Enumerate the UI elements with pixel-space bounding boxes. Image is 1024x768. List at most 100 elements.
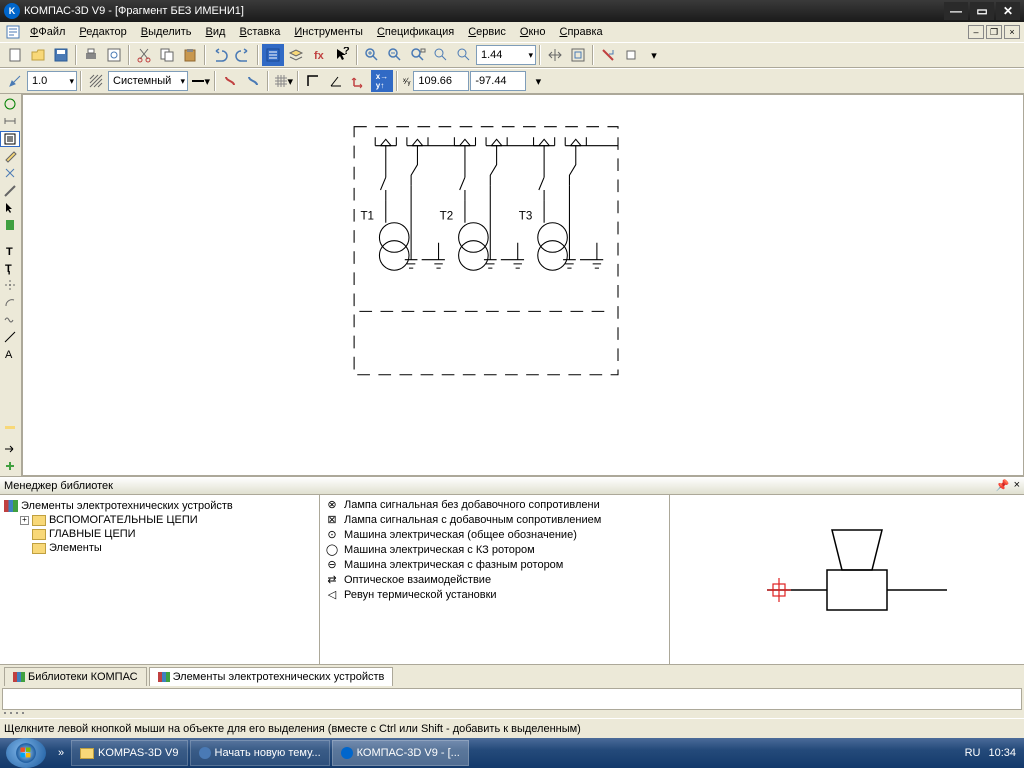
- zoom-combo[interactable]: 1.44: [476, 45, 536, 65]
- help-cursor-button[interactable]: ?: [331, 44, 353, 66]
- drawing-canvas[interactable]: Т1: [22, 94, 1024, 476]
- menu-spec[interactable]: Спецификация: [371, 24, 460, 40]
- list-item[interactable]: ⊗Лампа сигнальная без добавочного сопрот…: [322, 497, 667, 512]
- refresh-button[interactable]: [620, 44, 642, 66]
- menu-help[interactable]: Справка: [553, 24, 608, 40]
- ortho-button[interactable]: [302, 70, 324, 92]
- mdi-close[interactable]: ×: [1004, 25, 1020, 39]
- taskbar-item[interactable]: KOMPAS-3D V9: [71, 740, 188, 766]
- grid-button[interactable]: ▾: [272, 70, 294, 92]
- zoom-prev-button[interactable]: [430, 44, 452, 66]
- save-button[interactable]: [50, 44, 72, 66]
- library-list[interactable]: ⊗Лампа сигнальная без добавочного сопрот…: [320, 495, 670, 664]
- open-button[interactable]: [27, 44, 49, 66]
- redo-button[interactable]: [232, 44, 254, 66]
- yellow-tool[interactable]: [0, 419, 20, 435]
- leader-tool[interactable]: А: [0, 346, 20, 362]
- geometry-tool[interactable]: [0, 96, 20, 112]
- taskbar-item[interactable]: КОМПАС-3D V9 - [...: [332, 740, 469, 766]
- copy-button[interactable]: [156, 44, 178, 66]
- param-tool[interactable]: [0, 165, 20, 181]
- tray-lang[interactable]: RU: [965, 747, 981, 759]
- mdi-restore[interactable]: ❐: [986, 25, 1002, 39]
- tree-item[interactable]: Элементы: [4, 541, 315, 555]
- list-item[interactable]: ◁Ревун термической установки: [322, 587, 667, 602]
- list-item[interactable]: ⇄Оптическое взаимодействие: [322, 572, 667, 587]
- zoom-window-button[interactable]: [407, 44, 429, 66]
- undo-button[interactable]: [209, 44, 231, 66]
- wave-tool[interactable]: [0, 312, 20, 328]
- snap-blue-button[interactable]: [242, 70, 264, 92]
- arrow-tool[interactable]: [0, 441, 20, 457]
- layers-button[interactable]: [285, 44, 307, 66]
- scale-combo[interactable]: 1.0: [27, 71, 77, 91]
- taskbar-item[interactable]: Начать новую тему...: [190, 740, 330, 766]
- minimize-button[interactable]: —: [944, 2, 968, 20]
- axis-tool[interactable]: [0, 277, 20, 293]
- snap-red-button[interactable]: [219, 70, 241, 92]
- edit-tool[interactable]: [0, 148, 20, 164]
- tree-item[interactable]: + ВСПОМОГАТЕЛЬНЫЕ ЦЕПИ: [4, 513, 315, 527]
- tree-root[interactable]: Элементы электротехнических устройств: [4, 499, 315, 513]
- layer-combo[interactable]: Системный: [108, 71, 188, 91]
- arc-tool[interactable]: [0, 294, 20, 310]
- hatch-button[interactable]: [85, 70, 107, 92]
- lib-tab-kompas[interactable]: Библиотеки КОМПАС: [4, 667, 147, 686]
- document-icon[interactable]: [4, 23, 22, 41]
- properties-button[interactable]: [262, 44, 284, 66]
- lib-tab-elements[interactable]: Элементы электротехнических устройств: [149, 667, 394, 686]
- menu-file[interactable]: ФФайл: [24, 24, 71, 40]
- list-item[interactable]: ◯Машина электрическая с КЗ ротором: [322, 542, 667, 557]
- list-item[interactable]: ⊖Машина электрическая с фазным ротором: [322, 557, 667, 572]
- angle-snap-button[interactable]: [325, 70, 347, 92]
- select-tool[interactable]: [0, 200, 20, 216]
- dimension-tool[interactable]: [0, 113, 20, 129]
- libmgr-close[interactable]: ×: [1014, 479, 1020, 492]
- coord-dropdown[interactable]: ▾: [527, 70, 549, 92]
- close-button[interactable]: ✕: [996, 2, 1020, 20]
- coord-mode-button[interactable]: x→y↑: [371, 70, 393, 92]
- measure-tool[interactable]: [0, 183, 20, 199]
- coord-y-input[interactable]: -97.44: [470, 71, 526, 91]
- pan-button[interactable]: [544, 44, 566, 66]
- menu-insert[interactable]: Вставка: [233, 24, 286, 40]
- start-button[interactable]: [6, 738, 46, 768]
- mdi-minimize[interactable]: –: [968, 25, 984, 39]
- paste-button[interactable]: [179, 44, 201, 66]
- list-item[interactable]: ⊙Машина электрическая (общее обозначение…: [322, 527, 667, 542]
- spec-tool[interactable]: [0, 217, 20, 233]
- libmgr-pin[interactable]: 📌: [996, 479, 1010, 492]
- text-tool[interactable]: T: [0, 243, 20, 259]
- fit-button[interactable]: [567, 44, 589, 66]
- menu-edit[interactable]: Редактор: [73, 24, 132, 40]
- zoom-in-button[interactable]: [361, 44, 383, 66]
- style-button[interactable]: [4, 70, 26, 92]
- menu-view[interactable]: Вид: [200, 24, 232, 40]
- new-button[interactable]: [4, 44, 26, 66]
- library-tree[interactable]: Элементы электротехнических устройств + …: [0, 495, 320, 664]
- menu-tools[interactable]: Инструменты: [288, 24, 369, 40]
- zoom-out-button[interactable]: [384, 44, 406, 66]
- local-cs-button[interactable]: [348, 70, 370, 92]
- list-item[interactable]: ⊠Лампа сигнальная с добавочным сопротивл…: [322, 512, 667, 527]
- menu-window[interactable]: Окно: [514, 24, 552, 40]
- maximize-button[interactable]: ▭: [970, 2, 994, 20]
- tree-item[interactable]: ГЛАВНЫЕ ЦЕПИ: [4, 527, 315, 541]
- menu-select[interactable]: Выделить: [135, 24, 198, 40]
- text2-tool[interactable]: Ҭ: [0, 260, 20, 276]
- system-tray[interactable]: RU 10:34: [957, 747, 1024, 759]
- expand-icon[interactable]: +: [20, 516, 29, 525]
- symbol-tool[interactable]: [0, 131, 20, 147]
- menu-service[interactable]: Сервис: [462, 24, 512, 40]
- print-button[interactable]: [80, 44, 102, 66]
- variables-button[interactable]: fx: [308, 44, 330, 66]
- line-tool[interactable]: [0, 329, 20, 345]
- dropdown-icon[interactable]: ▾: [643, 44, 665, 66]
- plus-tool[interactable]: [0, 458, 20, 474]
- zoom-all-button[interactable]: [453, 44, 475, 66]
- command-bar[interactable]: [2, 688, 1022, 710]
- linetype-button[interactable]: ▾: [189, 70, 211, 92]
- coord-x-input[interactable]: 109.66: [413, 71, 469, 91]
- preview-button[interactable]: [103, 44, 125, 66]
- redraw-button[interactable]: [597, 44, 619, 66]
